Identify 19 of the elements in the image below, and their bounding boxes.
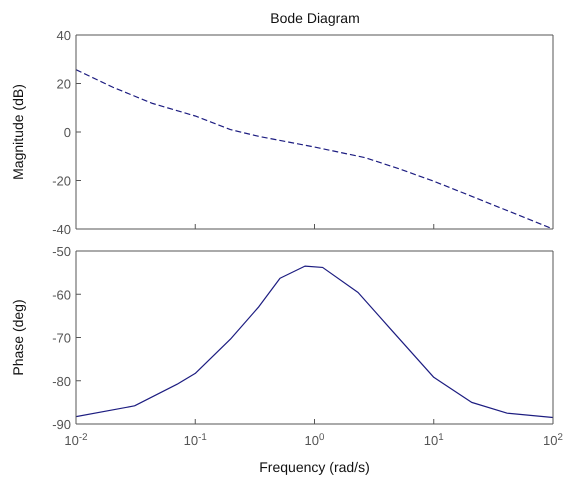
x-tick-label: 10$^{-2}$ bbox=[64, 432, 88, 448]
x-axis-title: Frequency (rad/s) bbox=[259, 459, 370, 475]
y-tick-label: 20 bbox=[56, 76, 71, 92]
y-tick-label: -80 bbox=[52, 374, 71, 389]
y-tick-label: -60 bbox=[52, 287, 71, 302]
y-tick-label: 40 bbox=[56, 28, 71, 43]
chart-title: Bode Diagram bbox=[269, 10, 361, 26]
y-tick-label: -50 bbox=[52, 244, 71, 259]
x-tick-label: 10$^{1}$ bbox=[424, 432, 444, 448]
y-tick-label: 0 bbox=[64, 125, 71, 140]
y-tick-label: -90 bbox=[52, 417, 71, 432]
y-axis-title: Magnitude (dB) bbox=[10, 84, 26, 180]
y-tick-label: -20 bbox=[52, 174, 71, 188]
x-tick-label: 10$^{2}$ bbox=[543, 432, 563, 448]
y-tick-label: -40 bbox=[52, 222, 71, 237]
y-axis-title: Phase (deg) bbox=[10, 299, 26, 376]
x-tick-label: 10$^{0}$ bbox=[304, 432, 326, 448]
y-tick-label: -70 bbox=[52, 330, 71, 346]
x-tick-label: 10$^{-1}$ bbox=[184, 432, 207, 448]
